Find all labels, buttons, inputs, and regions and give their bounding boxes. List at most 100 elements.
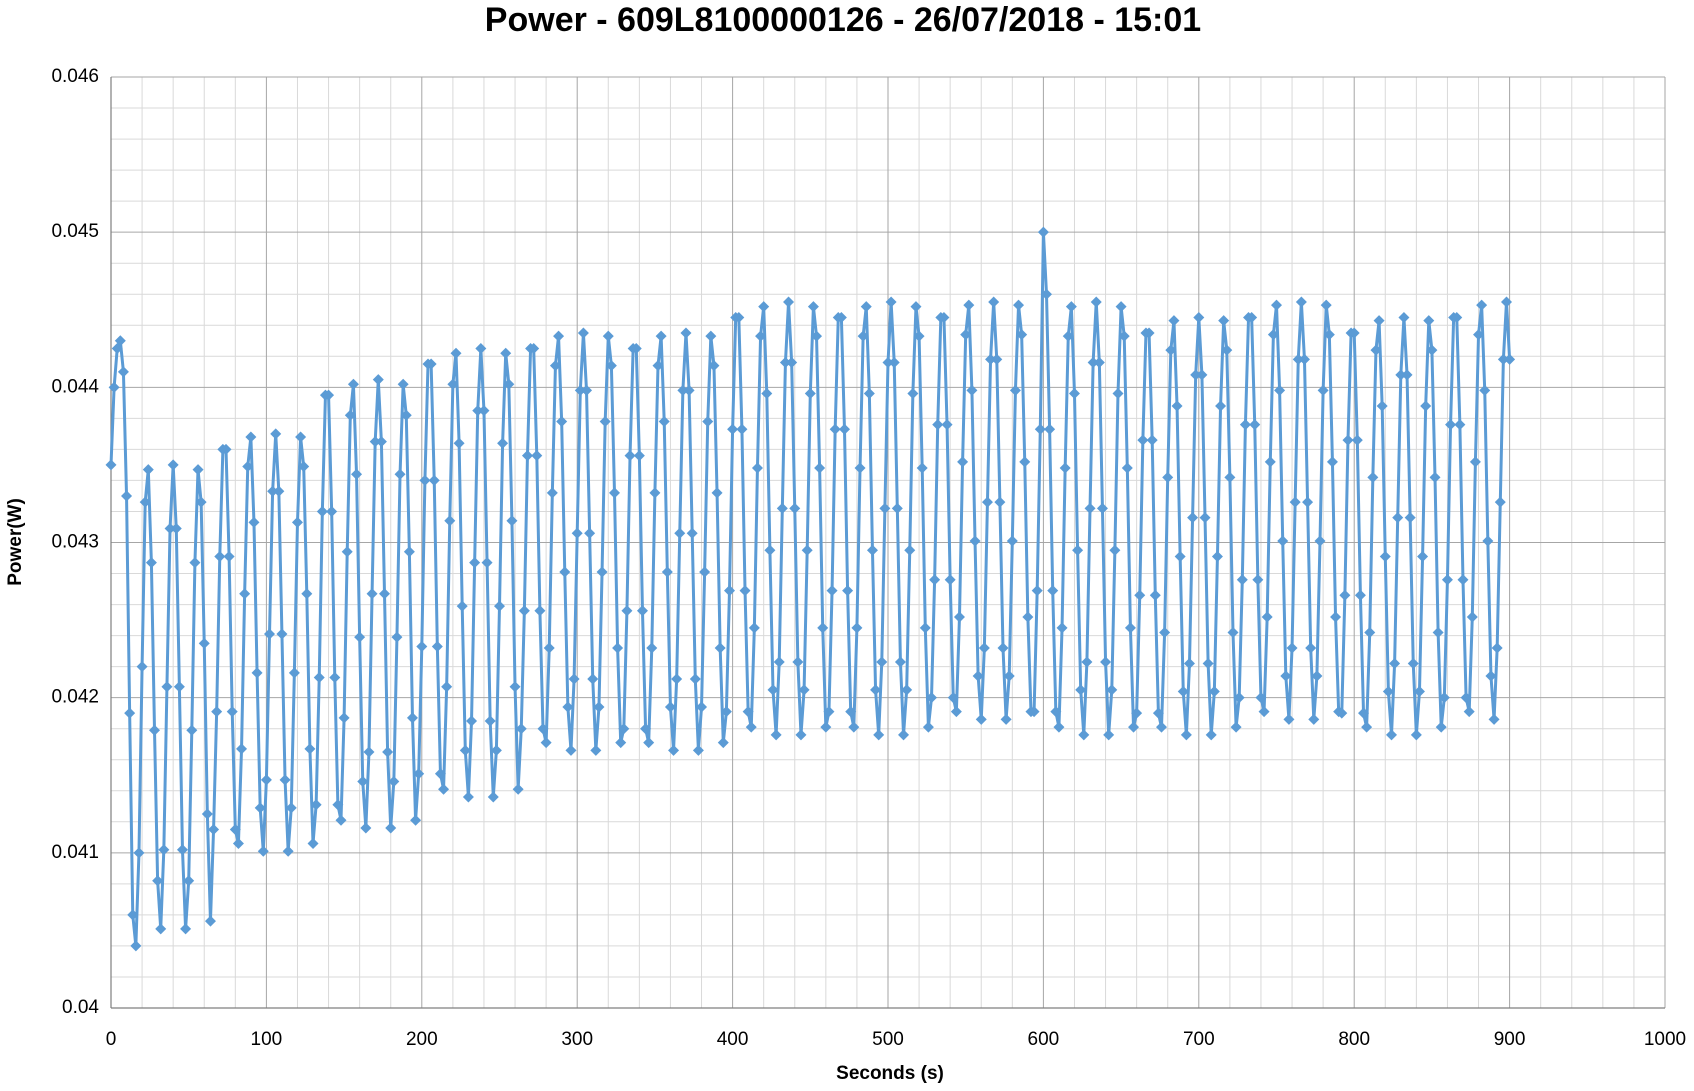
data-point	[329, 671, 341, 683]
data-point	[599, 415, 611, 427]
data-point	[1128, 721, 1140, 733]
data-point	[506, 515, 518, 527]
data-point	[950, 706, 962, 718]
data-point	[1277, 535, 1289, 547]
data-point	[382, 746, 394, 758]
data-point	[957, 456, 969, 468]
data-point	[689, 673, 701, 685]
data-point	[379, 588, 391, 600]
data-point	[972, 670, 984, 682]
data-point	[913, 330, 925, 342]
data-point	[811, 330, 823, 342]
data-point	[369, 436, 381, 448]
data-point	[636, 605, 648, 617]
data-point	[991, 353, 1003, 365]
data-point	[1022, 611, 1034, 623]
data-point	[469, 557, 481, 569]
data-point	[817, 622, 829, 634]
data-point	[674, 527, 686, 539]
y-tick-label: 0.04	[62, 997, 99, 1018]
data-point	[208, 824, 220, 836]
data-point	[1075, 684, 1087, 696]
data-point	[1476, 299, 1488, 311]
data-point	[854, 462, 866, 474]
data-point	[1065, 301, 1077, 313]
data-point	[1053, 721, 1065, 733]
data-point	[1000, 713, 1012, 725]
data-point	[1311, 670, 1323, 682]
data-point	[624, 450, 636, 462]
data-point	[1413, 685, 1425, 697]
data-point	[1317, 384, 1329, 396]
data-point	[742, 706, 754, 718]
data-point	[462, 791, 474, 803]
x-tick-label: 800	[1338, 1029, 1370, 1050]
data-point	[1159, 626, 1171, 638]
data-point	[876, 656, 888, 668]
data-point	[1426, 344, 1438, 356]
data-point	[686, 527, 698, 539]
data-point	[363, 746, 375, 758]
data-point	[1109, 544, 1121, 556]
data-point	[1196, 369, 1208, 381]
data-point	[121, 490, 133, 502]
data-point	[307, 838, 319, 850]
data-point	[661, 566, 673, 578]
data-point	[1280, 670, 1292, 682]
data-point	[108, 381, 120, 393]
data-point	[711, 487, 723, 499]
x-tick-label: 300	[561, 1029, 593, 1050]
data-point	[751, 462, 763, 474]
data-point	[1407, 658, 1419, 670]
data-point	[1336, 707, 1348, 719]
data-point	[186, 724, 198, 736]
data-point	[441, 681, 453, 693]
x-tick-label: 700	[1183, 1029, 1215, 1050]
data-point	[1469, 456, 1481, 468]
data-point	[692, 744, 704, 756]
data-point	[947, 692, 959, 704]
data-point	[792, 656, 804, 668]
data-point	[1156, 721, 1168, 733]
data-point	[295, 431, 307, 443]
data-point	[1451, 312, 1463, 324]
data-point	[668, 744, 680, 756]
data-point	[577, 327, 589, 339]
data-point	[276, 628, 288, 640]
data-point	[891, 502, 903, 514]
data-point	[1373, 315, 1385, 327]
data-point	[1308, 713, 1320, 725]
data-point	[1180, 729, 1192, 741]
data-point	[158, 844, 170, 856]
y-tick-label: 0.045	[51, 221, 99, 242]
data-point	[798, 684, 810, 696]
data-point	[260, 774, 272, 786]
data-point	[1485, 670, 1497, 682]
data-point	[546, 487, 558, 499]
data-point	[994, 496, 1006, 508]
data-point	[220, 443, 232, 455]
data-point	[1068, 388, 1080, 400]
data-point	[481, 557, 493, 569]
data-point	[1009, 384, 1021, 396]
data-point	[1258, 706, 1270, 718]
data-point	[1034, 423, 1046, 435]
data-point	[1208, 685, 1220, 697]
data-point	[1177, 685, 1189, 697]
data-point	[807, 301, 819, 313]
data-point	[127, 909, 139, 921]
data-point	[1230, 721, 1242, 733]
data-point	[1031, 585, 1043, 597]
data-point	[1121, 462, 1133, 474]
data-point	[758, 301, 770, 313]
data-point	[767, 684, 779, 696]
data-point	[1401, 369, 1413, 381]
data-point	[444, 515, 456, 527]
data-point	[161, 681, 173, 693]
data-point	[1302, 496, 1314, 508]
data-point	[1112, 388, 1124, 400]
x-tick-label: 500	[872, 1029, 904, 1050]
data-point	[1087, 357, 1099, 369]
data-point	[652, 360, 664, 372]
